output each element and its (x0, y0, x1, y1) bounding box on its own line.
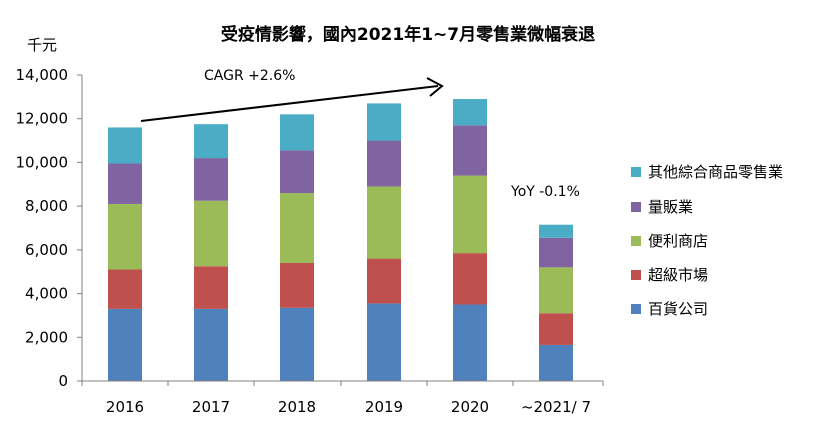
cagr-annotation: CAGR +2.6% (140, 68, 444, 122)
bar-segment (194, 308, 228, 381)
y-tick-label: 8,000 (25, 197, 68, 215)
legend-swatch (631, 167, 641, 177)
bar-segment (367, 140, 401, 187)
x-axis: 2016 2017 2018 2019 2020 ~2021/ 7 (81, 381, 604, 416)
bar-segment (367, 303, 401, 381)
bar-segment (108, 308, 142, 381)
legend-swatch (631, 304, 641, 314)
bar-segment (108, 203, 142, 270)
y-tick-label: 4,000 (25, 285, 68, 303)
bar-segment (194, 124, 228, 159)
legend-label: 便利商店 (648, 232, 708, 250)
cagr-arrow-head (426, 77, 444, 97)
y-tick-label: 0 (58, 372, 68, 390)
bar-segment (194, 158, 228, 201)
bar-segment (280, 150, 314, 194)
bar-segment (367, 186, 401, 259)
bar-segment (453, 253, 487, 305)
bar-segment (539, 267, 573, 314)
bar-segment (280, 307, 314, 381)
bar-segment (539, 237, 573, 268)
bar-segment (539, 313, 573, 345)
bar-segment (367, 258, 401, 304)
bar-segment (280, 114, 314, 151)
bar-segment (280, 193, 314, 263)
bar-segment (367, 103, 401, 141)
bar-segment (453, 125, 487, 176)
bar-segment (108, 163, 142, 204)
x-tick-label: 2016 (106, 398, 144, 416)
y-axis-unit-label: 千元 (27, 36, 57, 54)
cagr-label: CAGR +2.6% (204, 68, 295, 84)
x-tick-label: 2017 (192, 398, 230, 416)
x-tick-label: 2018 (278, 398, 316, 416)
legend-swatch (631, 270, 641, 280)
legend-label: 超級市場 (648, 266, 708, 284)
bar-plot-area (108, 99, 573, 381)
legend-swatch (631, 236, 641, 246)
bar-segment (194, 266, 228, 309)
bar-segment (539, 224, 573, 238)
yoy-label: YoY -0.1% (510, 184, 580, 200)
x-tick-label: ~2021/ 7 (521, 398, 591, 416)
bar-segment (108, 269, 142, 309)
bar-segment (453, 304, 487, 381)
bar-segment (108, 127, 142, 164)
legend-label: 其他綜合商品零售業 (648, 163, 783, 181)
bar-segment (280, 262, 314, 308)
bar-segment (453, 175, 487, 254)
cagr-arrow-line (140, 85, 439, 122)
y-tick-label: 2,000 (25, 328, 68, 346)
bar-segment (453, 99, 487, 126)
legend-label: 百貨公司 (648, 300, 708, 318)
legend-swatch (631, 202, 641, 212)
y-tick-label: 12,000 (16, 110, 69, 128)
bar-segment (194, 200, 228, 267)
y-tick-label: 10,000 (16, 153, 69, 171)
x-tick-label: 2019 (365, 398, 403, 416)
y-tick-label: 6,000 (25, 241, 68, 259)
y-tick-label: 14,000 (16, 66, 69, 84)
chart-title: 受疫情影響，國內2021年1~7月零售業微幅衰退 (221, 24, 595, 45)
y-axis: 0 2,000 4,000 6,000 8,000 10,000 12,000 14,000 (16, 66, 82, 390)
legend-label: 量販業 (648, 198, 693, 216)
x-tick-label: 2020 (451, 398, 489, 416)
bar-segment (539, 344, 573, 381)
